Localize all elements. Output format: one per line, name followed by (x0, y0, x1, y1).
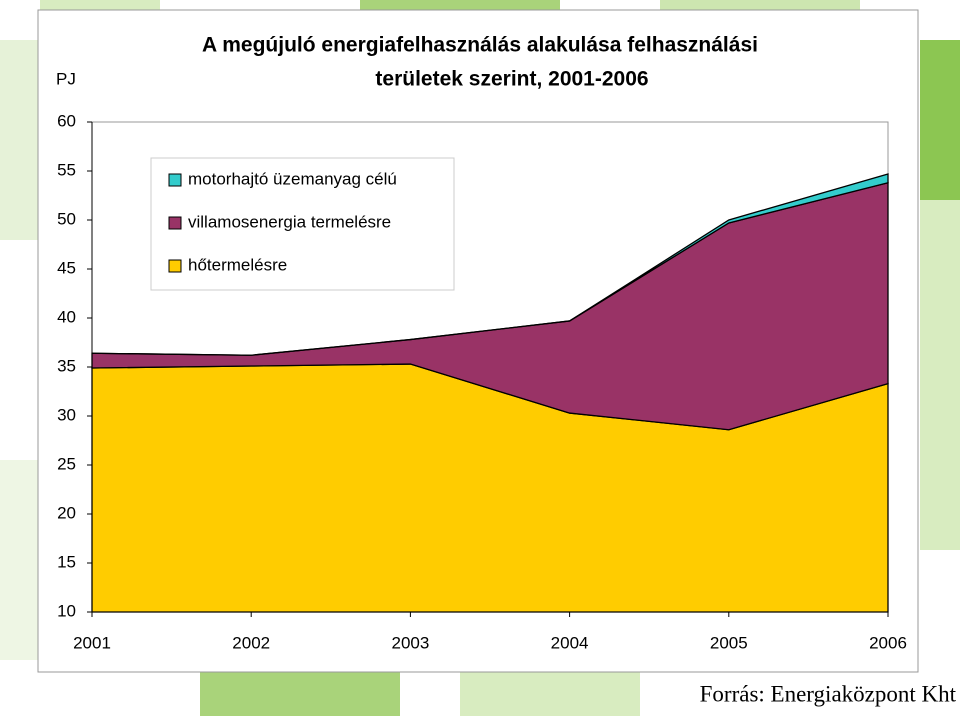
y-tick-label: 55 (57, 160, 76, 179)
y-tick-label: 60 (57, 111, 76, 130)
legend-swatch (168, 259, 182, 273)
y-tick-label: 30 (57, 405, 76, 424)
y-tick-label: 25 (57, 454, 76, 473)
x-tick-label: 2002 (232, 633, 270, 652)
y-tick-label: 40 (57, 307, 76, 326)
y-tick-label: 45 (57, 258, 76, 277)
x-tick-label: 2006 (869, 633, 907, 652)
x-tick-label: 2003 (391, 633, 429, 652)
y-axis-label: PJ (56, 69, 76, 88)
legend-swatch (168, 216, 182, 230)
legend-label: villamosenergia termelésre (188, 212, 391, 231)
legend-label: motorhajtó üzemanyag célú (188, 169, 397, 188)
y-tick-label: 10 (57, 601, 76, 620)
x-tick-label: 2004 (551, 633, 589, 652)
y-tick-label: 15 (57, 552, 76, 571)
legend-label: hőtermelésre (188, 255, 287, 274)
x-tick-label: 2001 (73, 633, 111, 652)
x-tick-label: 2005 (710, 633, 748, 652)
y-tick-label: 20 (57, 503, 76, 522)
area (91, 173, 889, 356)
source: Forrás: Energiaközpont Kht (700, 681, 957, 706)
legend-swatch (168, 173, 182, 187)
chart-title: A megújuló energiafelhasználás alakulása… (202, 34, 758, 57)
chart-subtitle: területek szerint, 2001-2006 (375, 68, 648, 91)
y-tick-label: 35 (57, 356, 76, 375)
legend (150, 157, 455, 291)
y-tick-label: 50 (57, 209, 76, 228)
